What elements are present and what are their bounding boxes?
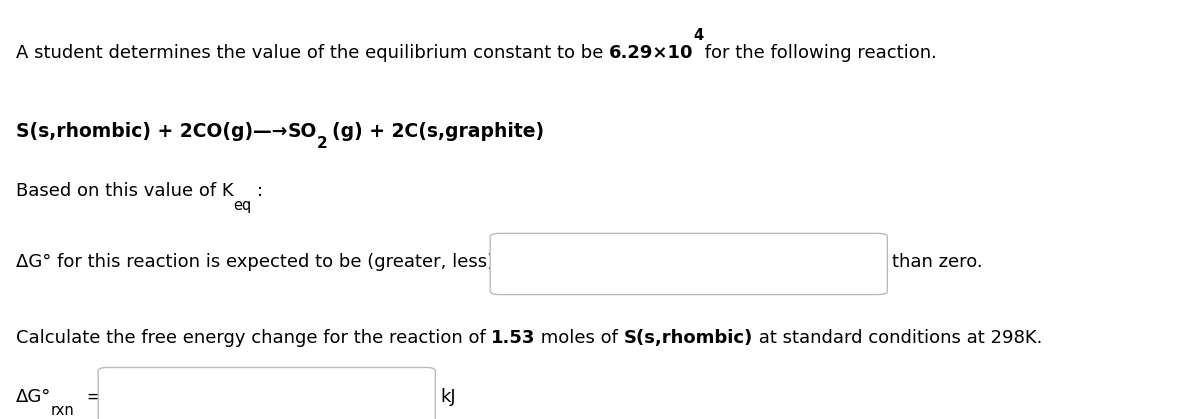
FancyBboxPatch shape [490, 233, 887, 295]
Text: rxn: rxn [50, 403, 74, 419]
Text: SO: SO [287, 122, 317, 140]
Text: (g) + 2C(s,graphite): (g) + 2C(s,graphite) [332, 122, 545, 140]
Text: ΔG° for this reaction is expected to be (greater, less): ΔG° for this reaction is expected to be … [16, 253, 493, 272]
Text: eq: eq [233, 198, 252, 213]
Text: A student determines the value of the equilibrium constant to be: A student determines the value of the eq… [16, 44, 608, 62]
Text: =: = [80, 388, 102, 406]
Text: —→: —→ [253, 122, 287, 140]
Text: S(s,rhombic) + 2CO(g): S(s,rhombic) + 2CO(g) [16, 122, 253, 140]
Text: :: : [257, 182, 263, 200]
Text: Based on this value of K: Based on this value of K [16, 182, 233, 200]
Text: 4: 4 [694, 28, 703, 43]
Text: than zero.: than zero. [892, 253, 983, 272]
Text: 1.53: 1.53 [491, 329, 535, 347]
Text: 2: 2 [317, 136, 328, 151]
FancyBboxPatch shape [98, 367, 436, 419]
Text: Calculate the free energy change for the reaction of: Calculate the free energy change for the… [16, 329, 491, 347]
Text: moles of: moles of [535, 329, 624, 347]
Text: ΔG°: ΔG° [16, 388, 50, 406]
Text: 6.29×10: 6.29×10 [608, 44, 694, 62]
Text: for the following reaction.: for the following reaction. [698, 44, 936, 62]
Text: at standard conditions at 298K.: at standard conditions at 298K. [754, 329, 1043, 347]
Text: S(s,rhombic): S(s,rhombic) [624, 329, 754, 347]
Text: kJ: kJ [440, 388, 456, 406]
